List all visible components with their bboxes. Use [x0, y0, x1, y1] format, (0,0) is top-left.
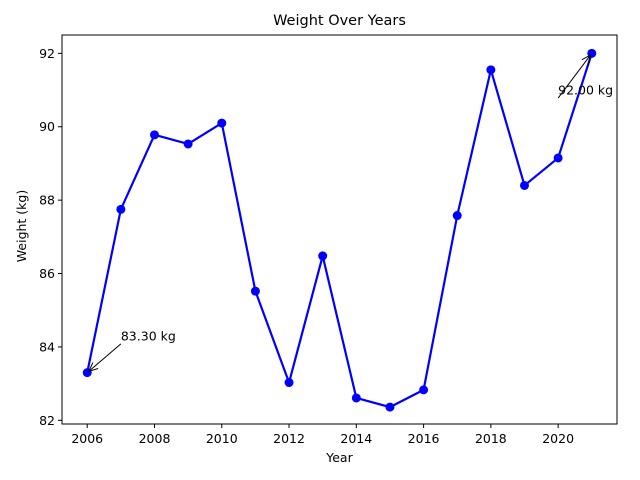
annotation-label: 92.00 kg: [558, 83, 613, 98]
data-point: [452, 211, 462, 221]
data-point: [284, 378, 294, 388]
annotation-arrow: [89, 343, 122, 371]
data-point: [486, 65, 496, 75]
chart-title: Weight Over Years: [273, 13, 406, 29]
x-tick-label: 2014: [340, 431, 372, 446]
y-tick-label: 86: [39, 266, 55, 281]
y-tick-label: 92: [39, 46, 55, 61]
x-tick-label: 2012: [273, 431, 305, 446]
y-tick-label: 84: [39, 339, 55, 354]
y-tick-label: 90: [39, 119, 55, 134]
y-tick-label: 88: [39, 193, 55, 208]
x-tick-label: 2006: [71, 431, 103, 446]
x-tick-label: 2010: [206, 431, 238, 446]
data-point: [520, 180, 529, 190]
y-axis-label: Weight (kg): [14, 190, 29, 262]
data-point: [587, 48, 597, 58]
x-axis-label: Year: [325, 450, 353, 465]
data-point: [250, 286, 260, 296]
plot-frame: [61, 34, 618, 425]
x-tick-label: 2020: [542, 431, 574, 446]
data-point: [183, 139, 193, 149]
data-point: [217, 118, 227, 128]
annotation-label: 83.30 kg: [121, 328, 176, 343]
y-tick-label: 82: [39, 413, 55, 428]
data-point: [116, 204, 126, 214]
data-point: [419, 385, 429, 395]
x-tick-label: 2016: [408, 431, 440, 446]
data-point: [553, 153, 563, 163]
data-point: [318, 251, 328, 261]
annotation-arrow: [557, 55, 590, 99]
x-tick-label: 2018: [475, 431, 507, 446]
data-point: [385, 402, 395, 412]
data-point: [150, 130, 159, 140]
x-tick-label: 2008: [139, 431, 171, 446]
data-point: [351, 393, 361, 403]
series-line: [86, 53, 593, 409]
